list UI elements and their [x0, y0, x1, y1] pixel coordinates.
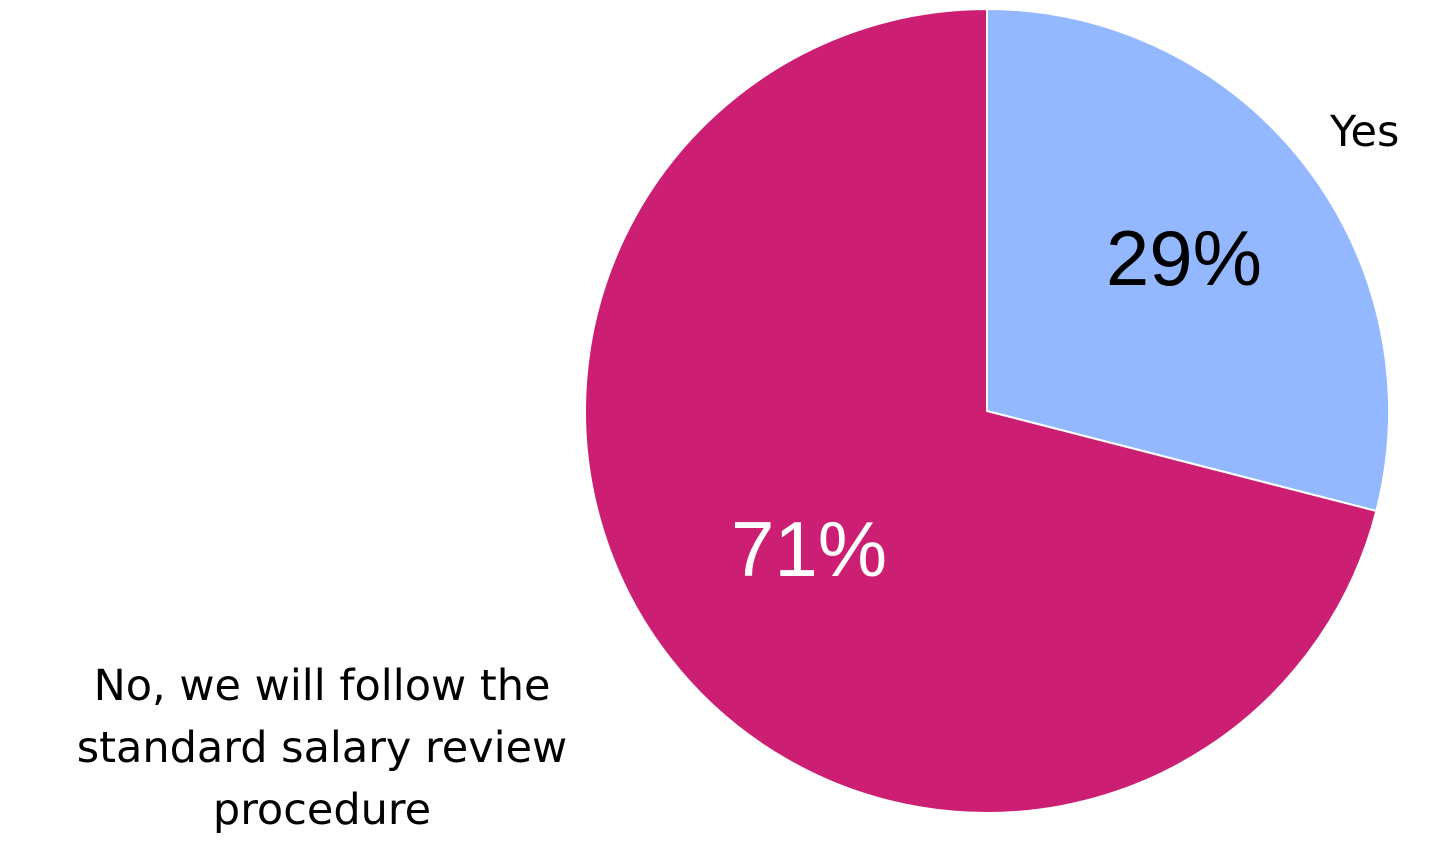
pie-value-label-yes: 29% — [1106, 214, 1262, 302]
pie-value-label-no: 71% — [731, 505, 887, 593]
category-label-no: No, we will follow the standard salary r… — [76, 661, 568, 835]
category-label-yes: Yes — [1330, 107, 1400, 157]
pie-slice-yes — [986, 8, 1390, 512]
pie-slice-no — [583, 8, 1378, 814]
